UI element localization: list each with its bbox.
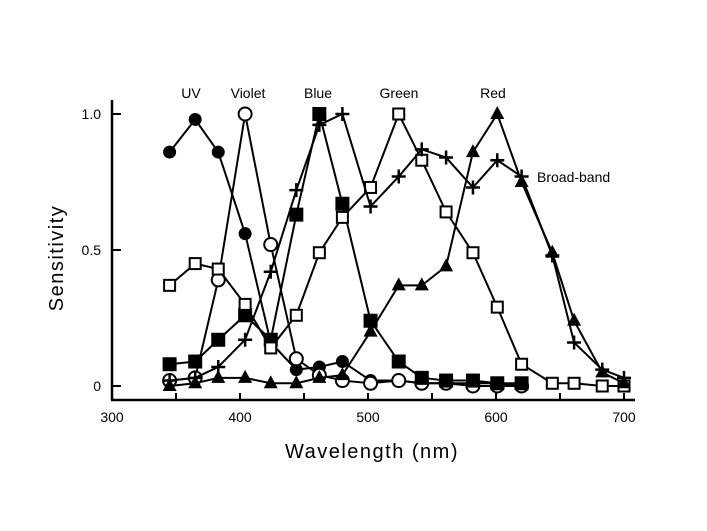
data-point (211, 145, 225, 159)
y-tick-label: 1.0 (82, 106, 102, 122)
data-point (465, 144, 480, 158)
data-point (466, 246, 480, 260)
data-point (263, 375, 278, 389)
series-red (162, 106, 631, 391)
data-point (162, 357, 177, 372)
data-point (490, 153, 505, 168)
data-point (188, 112, 202, 126)
data-point (289, 183, 304, 198)
data-point (415, 153, 429, 167)
series-group (162, 106, 631, 394)
data-point (264, 341, 278, 355)
data-point (238, 227, 252, 241)
data-point (163, 278, 177, 292)
data-point (439, 258, 454, 272)
data-point (545, 376, 559, 390)
data-point (567, 376, 581, 390)
data-point (237, 106, 253, 122)
axes: 300 400 500 600 700 0 0.5 1.0 (82, 100, 636, 425)
series-green (163, 107, 631, 393)
data-point (391, 169, 406, 184)
data-point (514, 169, 529, 184)
y-tick-label: 0 (93, 378, 101, 394)
series-broad-band (162, 107, 631, 388)
data-point (363, 199, 378, 214)
data-point (312, 107, 327, 121)
data-point (363, 375, 379, 391)
x-tick-label: 400 (228, 409, 252, 425)
annotation-uv: UV (181, 85, 201, 101)
data-point (163, 145, 177, 159)
data-point (439, 150, 454, 165)
data-point (263, 237, 279, 253)
data-point (595, 362, 610, 377)
data-point (312, 246, 326, 260)
data-point (567, 312, 582, 326)
data-point (238, 332, 253, 347)
x-axis-label: Wavelength (nm) (285, 441, 459, 463)
data-point (211, 332, 226, 347)
data-point (545, 248, 560, 263)
data-point (335, 196, 350, 211)
data-point (188, 370, 203, 385)
data-point (414, 277, 429, 291)
annotation-red: Red (480, 85, 506, 101)
x-tick-label: 300 (100, 409, 124, 425)
data-point (289, 363, 303, 377)
data-point (515, 357, 529, 371)
data-point (391, 354, 406, 369)
data-point (238, 297, 252, 311)
data-point (162, 373, 177, 388)
data-point (391, 277, 406, 291)
y-axis-label: Sensitivity (46, 205, 68, 312)
data-point (514, 376, 529, 391)
data-point (312, 117, 327, 132)
data-point (335, 210, 349, 224)
data-point (392, 107, 406, 121)
data-point (567, 335, 582, 350)
data-point (288, 351, 304, 367)
data-point (490, 300, 504, 314)
annotation-violet: Violet (231, 85, 266, 101)
x-tick-label: 700 (612, 409, 636, 425)
x-tick-label: 600 (484, 409, 508, 425)
data-point (335, 107, 350, 121)
data-point (465, 373, 480, 388)
data-point (211, 262, 225, 276)
data-point (289, 308, 303, 322)
data-point (188, 257, 202, 271)
data-point (439, 373, 454, 388)
data-point (211, 359, 226, 374)
data-point (414, 142, 429, 157)
annotation-blue: Blue (304, 85, 332, 101)
data-point (595, 379, 609, 393)
data-point (211, 369, 226, 383)
data-point (439, 205, 453, 219)
x-tick-label: 500 (356, 409, 380, 425)
data-point (335, 355, 349, 369)
y-tick-label: 0.5 (82, 242, 102, 258)
annotation-broad-band: Broad-band (537, 169, 610, 185)
data-point (312, 369, 327, 383)
data-point (617, 370, 631, 385)
data-point (289, 375, 304, 389)
data-point (238, 369, 253, 383)
data-point (363, 323, 378, 337)
annotation-green: Green (380, 85, 419, 101)
data-point (391, 373, 407, 389)
data-point (414, 370, 429, 385)
data-point (335, 367, 350, 381)
data-point (490, 106, 505, 119)
data-point (289, 207, 304, 222)
data-point (465, 180, 480, 195)
data-point (188, 354, 203, 369)
series-blue (162, 107, 529, 391)
data-point (490, 376, 505, 391)
data-point (263, 264, 278, 279)
labels: UV Violet Blue Green Red Broad-band Wave… (46, 85, 610, 463)
